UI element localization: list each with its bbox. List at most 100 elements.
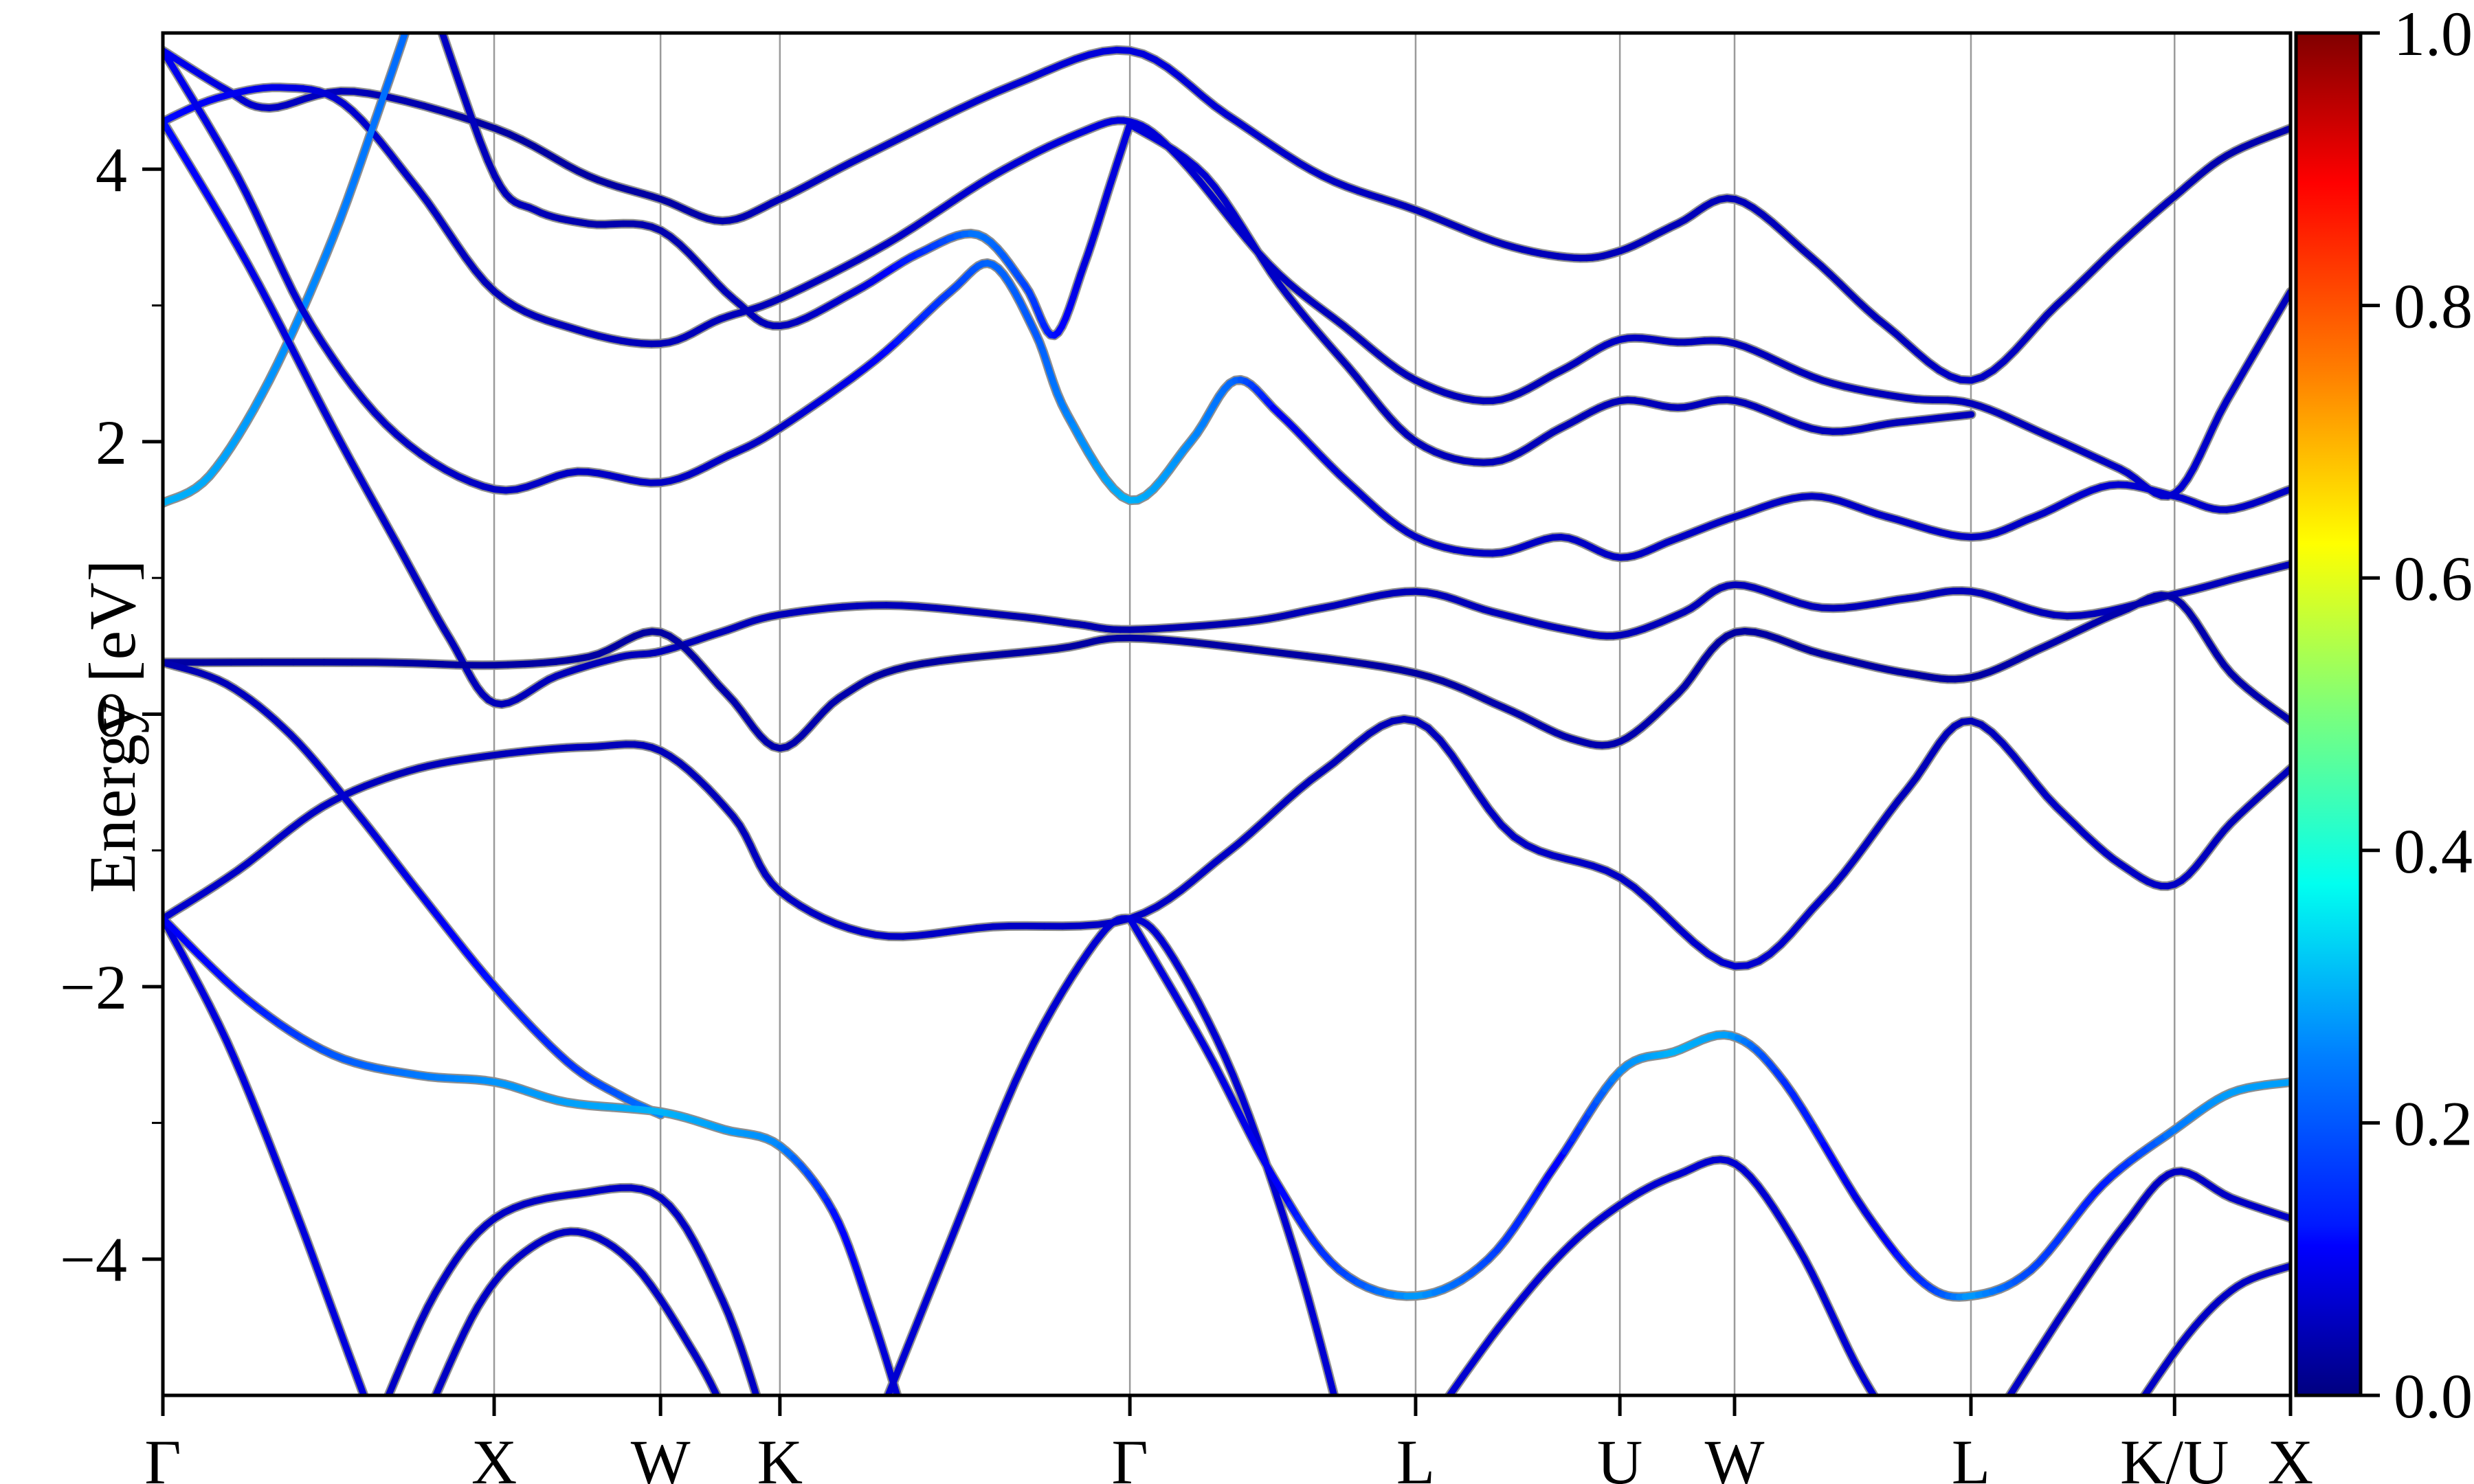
y-tick-label: 2	[96, 407, 127, 477]
band-segment-band-cond-top	[421, 102, 447, 115]
band-segment-band-steep-desc	[435, 12, 440, 26]
band-segment-band-steep-desc	[1125, 121, 1133, 132]
band-segment-band-vb-deep-light	[1799, 1106, 1817, 1131]
band-segment-band-vb-steep-gamma	[256, 1114, 271, 1142]
band-segment-band-cond-top	[401, 98, 427, 109]
colorbar-tick-label-5: 1.0	[2394, 0, 2473, 69]
colorbar-tick-label-3: 0.6	[2394, 543, 2473, 614]
band-segment-band-vb-rise-gamma2	[1269, 1181, 1284, 1211]
colorbar-tick-label-1: 0.2	[2394, 1088, 2473, 1158]
band-segment-band-gx-mid	[224, 155, 241, 179]
band-segment-band-vb-steep-gamma	[264, 1135, 279, 1162]
band-segment-band-vb-rise-gamma2	[942, 1226, 959, 1256]
band-segment-band-vb-rise-gamma2	[1317, 1342, 1330, 1371]
band-segment-band-vb-upper	[1473, 788, 1493, 813]
band-segment-band-cond-top	[914, 116, 941, 133]
band-segment-band-vb-steep-gamma	[239, 1075, 255, 1101]
band-segment-band-gx-deep	[266, 302, 285, 330]
band-segment-band-lightblue-ascending	[314, 252, 329, 278]
band-segment-band-gx-deep	[320, 406, 337, 431]
band-segment-band-lightblue-ascending	[329, 216, 344, 241]
band-segment-band-vb-rise-gamma2	[904, 1319, 921, 1349]
band-segment-band-gx-deep	[245, 261, 263, 288]
band-segment-band-vb-rise-gamma2	[992, 1101, 1009, 1133]
band-segment-band-vb-steep-gamma	[367, 1404, 370, 1411]
band-segment-band-vb-rise-gamma2	[1238, 1092, 1253, 1120]
band-segment-band-vb-rise-gamma2	[1012, 1058, 1028, 1086]
band-segment-band-vb-upper	[1485, 806, 1505, 829]
band-segment-band-vb-steep-gamma	[247, 1094, 263, 1122]
band-segment-band-vb-xw-v2	[718, 1399, 722, 1406]
x-tick-label-10: X	[2268, 1427, 2313, 1484]
band-segment-band-vb-xw-v2	[722, 1406, 724, 1412]
band-segment-band-vb-rise-gamma2	[1245, 1112, 1261, 1142]
band-segment-band-vb-upper	[1436, 737, 1456, 759]
band-segment-band-gx-mid	[280, 268, 296, 294]
band-halo-band-vb-steep-gamma	[163, 914, 369, 1395]
x-tick-label-9: K/U	[2120, 1427, 2229, 1484]
band-segment-band-vb-steep-gamma	[271, 1155, 287, 1182]
band-segment-band-vb-right-2	[2135, 1400, 2141, 1409]
band-segment-band-gx-mid	[234, 172, 250, 197]
band-segment-band-gx-deep	[277, 323, 296, 352]
band-segment-band-vb-upper	[1460, 769, 1480, 795]
band-segment-band-vb-steep-gamma	[231, 1055, 247, 1082]
band-segment-band-cond-3	[1962, 411, 1975, 418]
band-segment-band-vb-steep-gamma	[302, 1233, 316, 1259]
band-segment-band-lightblue-ascending	[290, 308, 305, 334]
x-tick-label-2: W	[631, 1427, 691, 1484]
band-segment-band-vb-rise-gamma2	[1336, 1404, 1339, 1416]
band-segment-band-vb-deep-light	[1831, 1160, 1849, 1184]
x-tick-label-4: Γ	[1112, 1427, 1148, 1484]
band-halo-band-vb-peel	[163, 657, 666, 1120]
band-segment-band-steep-desc	[438, 33, 450, 49]
band-segment-band-vb-steep-gamma	[223, 1037, 238, 1063]
band-segment-band-vb-deep-dark	[1877, 1402, 1881, 1408]
band-segment-band-vb-rise-gamma2	[1298, 1271, 1312, 1301]
x-tick-label-7: W	[1705, 1427, 1765, 1484]
band-segment-band-steep-desc	[467, 113, 483, 144]
band-segment-band-vb-deep-dark	[1881, 1408, 1884, 1413]
band-segment-band-gx-deep	[209, 199, 228, 227]
colorbar-gradient	[2296, 33, 2361, 1395]
band-segment-band-flat	[999, 649, 1026, 658]
band-segment-band-vb-right-2	[2131, 1409, 2136, 1416]
bands-layer	[163, 12, 2291, 1416]
band-segment-band-gx-mid	[203, 118, 221, 144]
band-segment-band-flat	[937, 655, 964, 664]
band-segment-band-vb-rise-gamma2	[1001, 1079, 1018, 1108]
band-segment-band-gx-deep	[185, 160, 203, 186]
band-segment-band-vb-light-xwk	[895, 1394, 900, 1395]
band-segment-band-gx-mid	[252, 209, 269, 236]
band-segment-band-lightblue-ascending	[322, 234, 337, 259]
band-segment-band-lightblue-ascending	[344, 177, 358, 204]
band-segment-band-gx-deep	[221, 221, 241, 248]
band-segment-band-gx-mid	[261, 229, 278, 256]
band-segment-band-vb-light-xwk	[901, 1408, 904, 1415]
band-segment-band-gx-mid	[192, 100, 210, 125]
band-segment-band-vb-rise-gamma2	[895, 1342, 911, 1371]
band-segment-band-vb-right-1	[2006, 1392, 2014, 1395]
band-segment-band-vb-steep-gamma	[309, 1252, 323, 1278]
band-segment-band-vb-upper	[1645, 897, 1668, 918]
band-segment-band-vb-rise-gamma2	[914, 1295, 930, 1327]
band-segment-band-lightblue-ascending	[350, 159, 364, 185]
band-segment-band-vb-rise-gamma2	[1277, 1204, 1291, 1234]
y-tick-label: 0	[96, 680, 127, 750]
band-segment-band-flat	[1323, 655, 1350, 665]
band-segment-band-vb-rise-gamma2	[1323, 1364, 1335, 1391]
band-segment-band-vb-rise-gamma2	[933, 1249, 950, 1279]
band-segment-band-vb-deep-light	[1820, 1141, 1838, 1167]
band-segment-band-vb-rise-gamma2	[1221, 1053, 1237, 1079]
band-segment-band-vb-rise-gamma2	[952, 1201, 968, 1233]
band-segment-band-lightblue-ascending	[410, 12, 412, 19]
band-segment-band-vb-steep-gamma	[214, 1020, 230, 1045]
y-tick-label: −4	[60, 1225, 127, 1295]
x-tick-label-1: X	[471, 1427, 517, 1484]
x-tick-label-3: K	[757, 1427, 803, 1484]
x-tick-label-0: Γ	[144, 1427, 181, 1484]
band-segment-band-lightblue-ascending	[408, 19, 410, 26]
band-segment-band-vb-deep-light	[1809, 1123, 1828, 1149]
